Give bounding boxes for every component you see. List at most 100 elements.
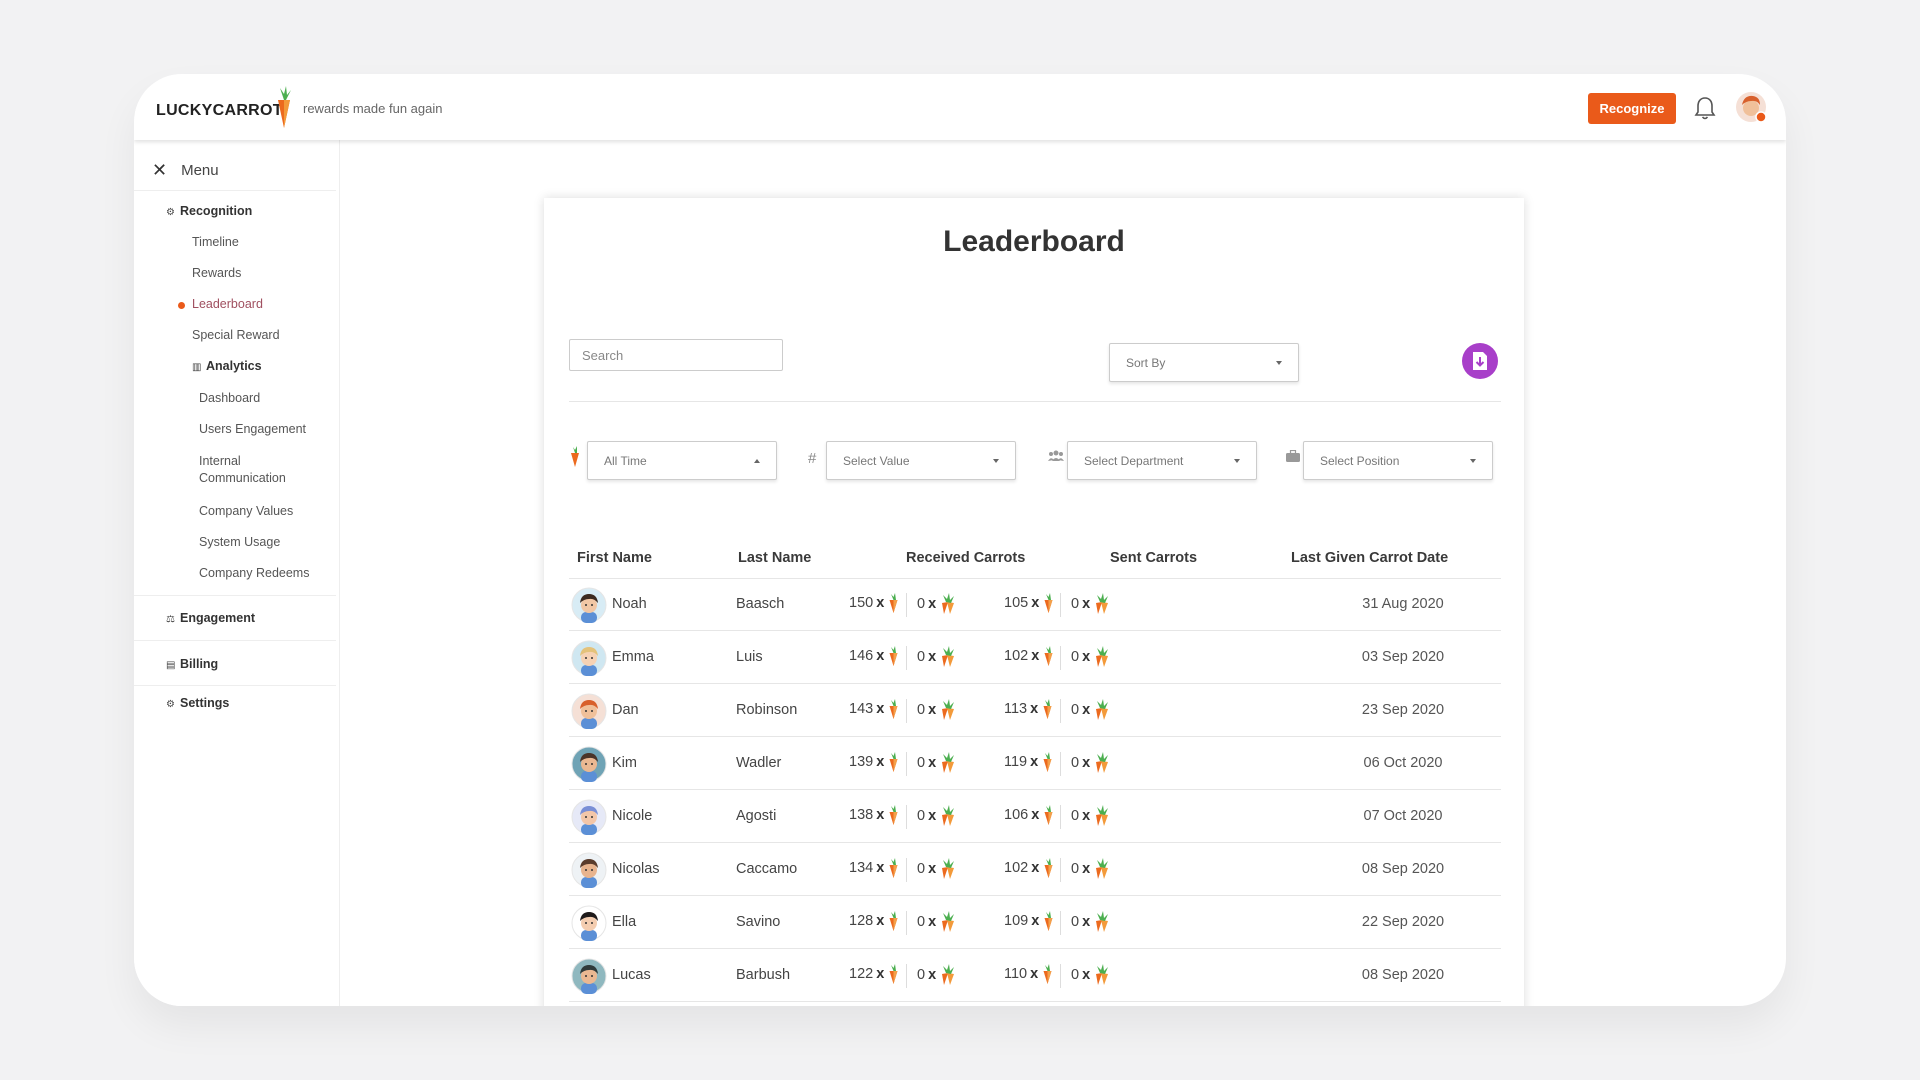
sidebar-item-dashboard[interactable]: Dashboard <box>199 391 261 405</box>
multiplier-sign: x <box>876 754 885 770</box>
last-name-cell: Savino <box>736 914 781 930</box>
column-header-last-name[interactable]: Last Name <box>738 550 812 566</box>
column-header-received-carrots[interactable]: Received Carrots <box>906 550 1026 566</box>
count-value: 0 <box>1071 861 1080 877</box>
value-filter-value: Select Value <box>843 453 910 468</box>
divider <box>1060 752 1061 776</box>
sidebar-section-recognition[interactable]: ⚙ Recognition <box>166 204 252 218</box>
multiplier-sign: x <box>876 595 885 611</box>
sidebar-item-leaderboard[interactable]: Leaderboard <box>192 297 263 311</box>
carrot-bunch-icon <box>942 699 955 720</box>
multiplier-sign: x <box>928 702 937 718</box>
table-row[interactable]: Emma Luis 146 x 0 x 102 x 0 x 03 Sep 2020 <box>569 632 1501 684</box>
bell-icon[interactable] <box>1693 95 1717 121</box>
first-name-cell: Nicolas <box>612 861 660 877</box>
sidebar-section-settings[interactable]: ⚙ Settings <box>166 696 229 710</box>
user-avatar <box>571 640 607 676</box>
carrot-icon <box>889 911 898 931</box>
billing-icon: ▤ <box>166 660 176 671</box>
table-row[interactable]: Nicolas Caccamo 134 x 0 x 102 x 0 x 08 Sep 2020 <box>569 844 1501 896</box>
position-filter-select[interactable]: Select Position <box>1303 441 1493 480</box>
carrot-bunch-icon <box>942 752 955 773</box>
first-name-cell: Nicole <box>612 808 653 824</box>
multiplier-sign: x <box>1031 860 1040 876</box>
multiplier-sign: x <box>1030 966 1039 982</box>
column-header-sent-carrots[interactable]: Sent Carrots <box>1110 550 1198 566</box>
sidebar-item-users-engagement[interactable]: Users Engagement <box>199 422 307 436</box>
count-value: 102 <box>1004 648 1029 664</box>
divider <box>1060 964 1061 988</box>
multiplier-sign: x <box>1082 808 1091 824</box>
carrot-bunch-icon <box>1096 646 1109 667</box>
table-row[interactable]: Ella Savino 128 x 0 x 109 x 0 x 22 Sep 2020 <box>569 897 1501 949</box>
first-name-cell: Dan <box>612 702 639 718</box>
sidebar-section-analytics[interactable]: ▥ Analytics <box>192 359 262 373</box>
divider <box>569 401 1501 402</box>
sidebar-item-timeline[interactable]: Timeline <box>192 235 239 249</box>
first-name-cell: Emma <box>612 649 654 665</box>
department-filter-select[interactable]: Select Department <box>1067 441 1257 480</box>
carrot-bunch-icon <box>942 593 955 614</box>
table-row[interactable]: Lucas Barbush 122 x 0 x 110 x 0 x 08 Sep 2020 <box>569 950 1501 1002</box>
divider <box>1060 593 1061 617</box>
multiplier-sign: x <box>1030 754 1039 770</box>
table-row[interactable]: Kim Wadler 139 x 0 x 119 x 0 x 06 Oct 2020 <box>569 738 1501 790</box>
carrot-icon <box>571 446 579 467</box>
received-carrots-count: 122 x <box>849 964 899 984</box>
multiplier-sign: x <box>928 861 937 877</box>
carrot-icon <box>889 805 898 825</box>
column-header-first-name[interactable]: First Name <box>577 550 652 566</box>
table-row[interactable]: Nicole Agosti 138 x 0 x 106 x 0 x 07 Oct 2020 <box>569 791 1501 843</box>
count-value: 150 <box>849 595 874 611</box>
search-input[interactable] <box>569 339 783 371</box>
sidebar-item-internal-communication[interactable]: Internal Communication <box>199 454 286 485</box>
divider <box>1060 805 1061 829</box>
sidebar-item-special-reward[interactable]: Special Reward <box>192 328 280 342</box>
carrot-icon <box>889 699 898 719</box>
sidebar-item-company-redeems[interactable]: Company Redeems <box>199 566 310 580</box>
carrot-icon <box>1044 858 1053 878</box>
column-header-last-given-date[interactable]: Last Given Carrot Date <box>1291 550 1449 566</box>
sidebar-section-label: Recognition <box>180 204 253 218</box>
close-icon[interactable]: ✕ <box>152 160 168 180</box>
carrot-bunch-icon <box>1096 699 1109 720</box>
multiplier-sign: x <box>1082 702 1091 718</box>
position-filter-value: Select Position <box>1320 453 1400 468</box>
table-row[interactable]: Dan Robinson 143 x 0 x 113 x 0 x 23 Sep 2020 <box>569 685 1501 737</box>
menu-label: Menu <box>181 162 219 179</box>
sidebar-section-billing[interactable]: ▤ Billing <box>166 657 218 671</box>
divider <box>906 593 907 617</box>
menu-toggle[interactable]: ✕ Menu <box>152 160 219 181</box>
divider <box>906 752 907 776</box>
sidebar-section-engagement[interactable]: ⚖ Engagement <box>166 611 255 625</box>
logo-text[interactable]: LUCKYCARROT <box>156 102 283 119</box>
count-value: 0 <box>1071 755 1080 771</box>
multiplier-sign: x <box>1082 861 1091 877</box>
divider <box>1060 911 1061 935</box>
sidebar-item-company-values[interactable]: Company Values <box>199 504 294 518</box>
time-filter-select[interactable]: All Time <box>587 441 777 480</box>
divider <box>134 685 336 686</box>
sidebar-item-rewards[interactable]: Rewards <box>192 266 242 280</box>
table-row[interactable]: Noah Baasch 150 x 0 x 105 x 0 x 31 Aug 2020 <box>569 579 1501 631</box>
received-carrots-count: 143 x <box>849 699 899 719</box>
sidebar-item-system-usage[interactable]: System Usage <box>199 535 281 549</box>
multiplier-sign: x <box>928 649 937 665</box>
active-indicator-dot <box>178 302 185 309</box>
divider <box>134 640 336 641</box>
count-value: 0 <box>1071 596 1080 612</box>
recognize-button[interactable]: Recognize <box>1588 93 1676 124</box>
multiplier-sign: x <box>1082 967 1091 983</box>
value-filter-select[interactable]: Select Value <box>826 441 1016 480</box>
export-download-button[interactable] <box>1462 343 1498 379</box>
count-value: 106 <box>1004 807 1029 823</box>
user-avatar[interactable] <box>1735 91 1767 123</box>
multiplier-sign: x <box>1082 914 1091 930</box>
sort-by-select[interactable]: Sort By <box>1109 343 1299 382</box>
leaderboard-card: Leaderboard Sort By All Time # Select Va… <box>544 198 1524 1006</box>
multiplier-sign: x <box>1082 596 1091 612</box>
